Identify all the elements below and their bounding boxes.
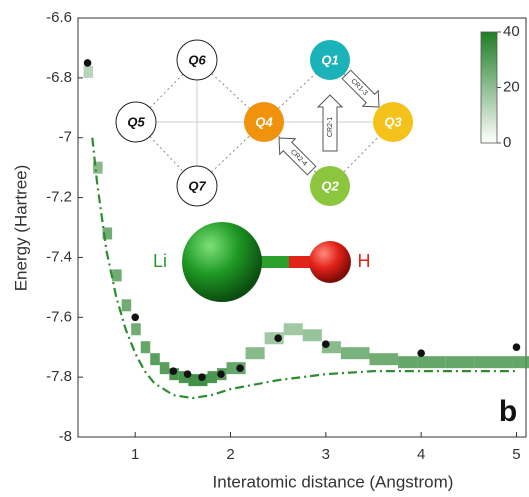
heat-cell: [207, 371, 217, 384]
point: [274, 334, 282, 343]
y-tick-label: -7.2: [46, 189, 72, 206]
heat-cell: [159, 362, 170, 375]
heat-cell: [93, 161, 103, 174]
point: [83, 59, 92, 67]
node-label: Q5: [127, 114, 145, 129]
node: [310, 166, 350, 206]
colorbar-tick-label: 40: [503, 23, 520, 40]
heat-cell: [474, 356, 513, 369]
node-label: Q4: [255, 114, 273, 129]
colorbar-tick-label: 0: [503, 134, 511, 151]
point: [198, 373, 206, 381]
arrow: [316, 94, 344, 152]
node-label: Q1: [321, 52, 338, 67]
y-tick-label: -7.8: [46, 368, 72, 385]
point: [512, 343, 521, 352]
colorbar-ticks: 0 20 40: [497, 23, 520, 151]
node: [176, 165, 218, 207]
heat-cell: [131, 323, 141, 336]
plot-frame: [77, 17, 527, 438]
heat-cell: [369, 353, 399, 366]
heat-cell: [445, 356, 475, 369]
heat-cell: [83, 65, 94, 78]
node-label: Q7: [188, 178, 206, 193]
heat-cell: [283, 323, 303, 336]
node-label: Q2: [321, 178, 339, 193]
lines: [83, 59, 521, 400]
x-tick-label: 3: [322, 446, 330, 463]
nodes: Q1 Q2 Q3 Q4 Q5 Q6 Q7: [115, 39, 413, 207]
x-axis-label: Interatomic distance (Angstrom): [213, 472, 454, 491]
y-tick-label: -6.6: [46, 9, 72, 26]
x-tick-label: 4: [417, 446, 425, 463]
heat-cell: [140, 341, 151, 354]
y-tick-label: -7.6: [46, 308, 72, 325]
x-tick-label: 1: [131, 446, 139, 463]
node: [373, 102, 413, 142]
molecule: Li H: [153, 222, 371, 302]
heat-cell: [398, 356, 418, 369]
y-tick-label: -6.8: [46, 69, 72, 86]
node: [176, 39, 218, 81]
heat-cell: [102, 227, 113, 240]
colorbar-tick-label: 20: [503, 78, 520, 95]
atom-label: H: [358, 251, 371, 271]
y-tick-label: -8: [59, 428, 72, 445]
heat-cell: [188, 374, 198, 387]
heat-cell: [417, 356, 446, 369]
point: [183, 370, 192, 378]
point: [322, 340, 330, 349]
colorbar: [480, 31, 498, 144]
node: [310, 40, 350, 80]
bond: [289, 256, 313, 268]
heat-cell: [245, 347, 265, 360]
x-tick-label: 5: [512, 446, 520, 463]
y-tick-label: -7.4: [46, 248, 72, 265]
node-label: Q3: [384, 114, 402, 129]
y-axis-label: Energy (Hartree): [11, 165, 30, 292]
panel-label: b: [499, 395, 517, 428]
heat-cell: [150, 353, 160, 366]
heat-cell: [340, 347, 370, 360]
arrow: [278, 137, 317, 176]
atom-li: [182, 222, 262, 302]
heat-cell: [512, 356, 529, 369]
axes: 1 2 3 4 5 -6.6 -6.8 -7 -7.2 -7.4 -7.6 -7.8 -8: [46, 9, 520, 463]
arrow-label: CR2-1: [327, 117, 334, 137]
arrow: [341, 69, 380, 108]
atom-label: Li: [153, 251, 167, 271]
point: [417, 349, 425, 358]
heat-cell: [178, 371, 189, 384]
node-label: Q6: [188, 52, 206, 67]
point: [217, 370, 225, 378]
atom-h: [309, 241, 351, 283]
node: [115, 101, 157, 143]
heat-cell: [302, 329, 322, 342]
point: [236, 364, 244, 372]
point: [169, 367, 178, 375]
heat-cell: [112, 269, 122, 282]
point: [131, 313, 139, 322]
node: [244, 102, 284, 142]
y-tick-label: -7: [59, 129, 72, 146]
heat-cell: [121, 299, 132, 312]
bond: [255, 256, 289, 268]
x-tick-label: 2: [226, 446, 234, 463]
